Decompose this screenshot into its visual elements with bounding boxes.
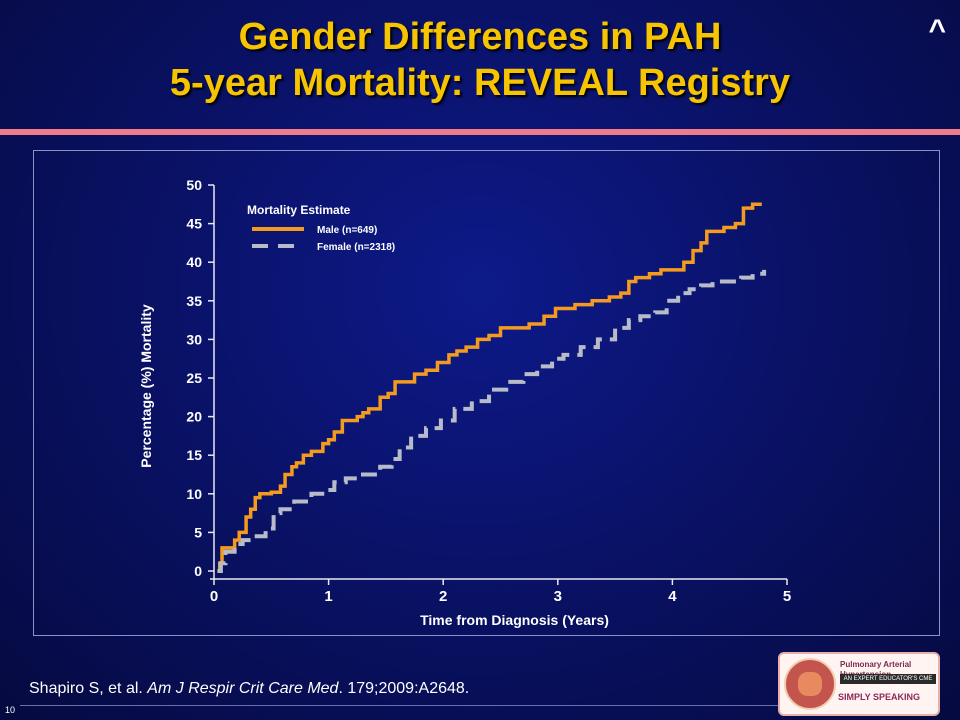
x-tick-label: 0 — [210, 588, 218, 605]
x-tick-label: 1 — [324, 588, 332, 605]
y-tick-label: 40 — [186, 254, 202, 270]
simply-speaking-logo: Pulmonary Arterial Hypertension AN EXPER… — [778, 652, 940, 716]
y-tick-label: 35 — [186, 293, 202, 309]
x-axis-label: Time from Diagnosis (Years) — [420, 612, 609, 628]
title-line-2: 5-year Mortality: REVEAL Registry — [169, 62, 791, 104]
logo-banner: AN EXPERT EDUCATOR'S CME LECTURE SERIES — [840, 674, 936, 692]
y-tick-label: 30 — [186, 331, 202, 347]
y-tick-label: 45 — [186, 216, 202, 232]
lungs-emblem-icon — [784, 658, 836, 710]
x-tick-label: 5 — [783, 588, 791, 605]
page-number: 10 — [5, 705, 16, 715]
male-series-line — [217, 202, 762, 573]
female-series-line — [217, 269, 767, 573]
slide-title: Gender Differences in PAH 5-year Mortali… — [0, 14, 960, 106]
y-tick-label: 25 — [186, 370, 202, 386]
reference-details: . 179;2009:A2648. — [338, 680, 470, 697]
logo-wordmark: SIMPLY SPEAKING — [838, 692, 921, 702]
y-tick-label: 10 — [186, 486, 202, 502]
corner-caret-icon: ^ — [928, 14, 946, 47]
y-tick-label: 20 — [186, 409, 202, 425]
x-tick-label: 3 — [554, 588, 562, 605]
footer-divider — [20, 705, 780, 706]
legend-label-male: Male (n=649) — [317, 225, 377, 236]
y-tick-label: 15 — [186, 447, 202, 463]
y-axis-label: Percentage (%) Mortality — [138, 304, 154, 468]
reference-journal: Am J Respir Crit Care Med — [147, 680, 339, 697]
y-tick-label: 5 — [194, 524, 202, 540]
chart-panel: 0 5 10 15 20 25 30 35 40 45 50 0 1 2 3 4 5 Time from Diag… — [33, 150, 940, 636]
title-divider — [0, 129, 960, 135]
y-tick-label: 0 — [194, 563, 202, 579]
x-tick-label: 4 — [668, 588, 677, 605]
legend-label-female: Female (n=2318) — [317, 242, 395, 253]
reference-citation: Shapiro S, et al. Am J Respir Crit Care … — [29, 680, 469, 698]
y-tick-label: 50 — [186, 177, 202, 193]
x-tick-label: 2 — [439, 588, 447, 605]
legend-title: Mortality Estimate — [247, 203, 351, 217]
reference-authors: Shapiro S, et al. — [29, 680, 148, 697]
title-line-1: Gender Differences in PAH — [238, 16, 722, 58]
